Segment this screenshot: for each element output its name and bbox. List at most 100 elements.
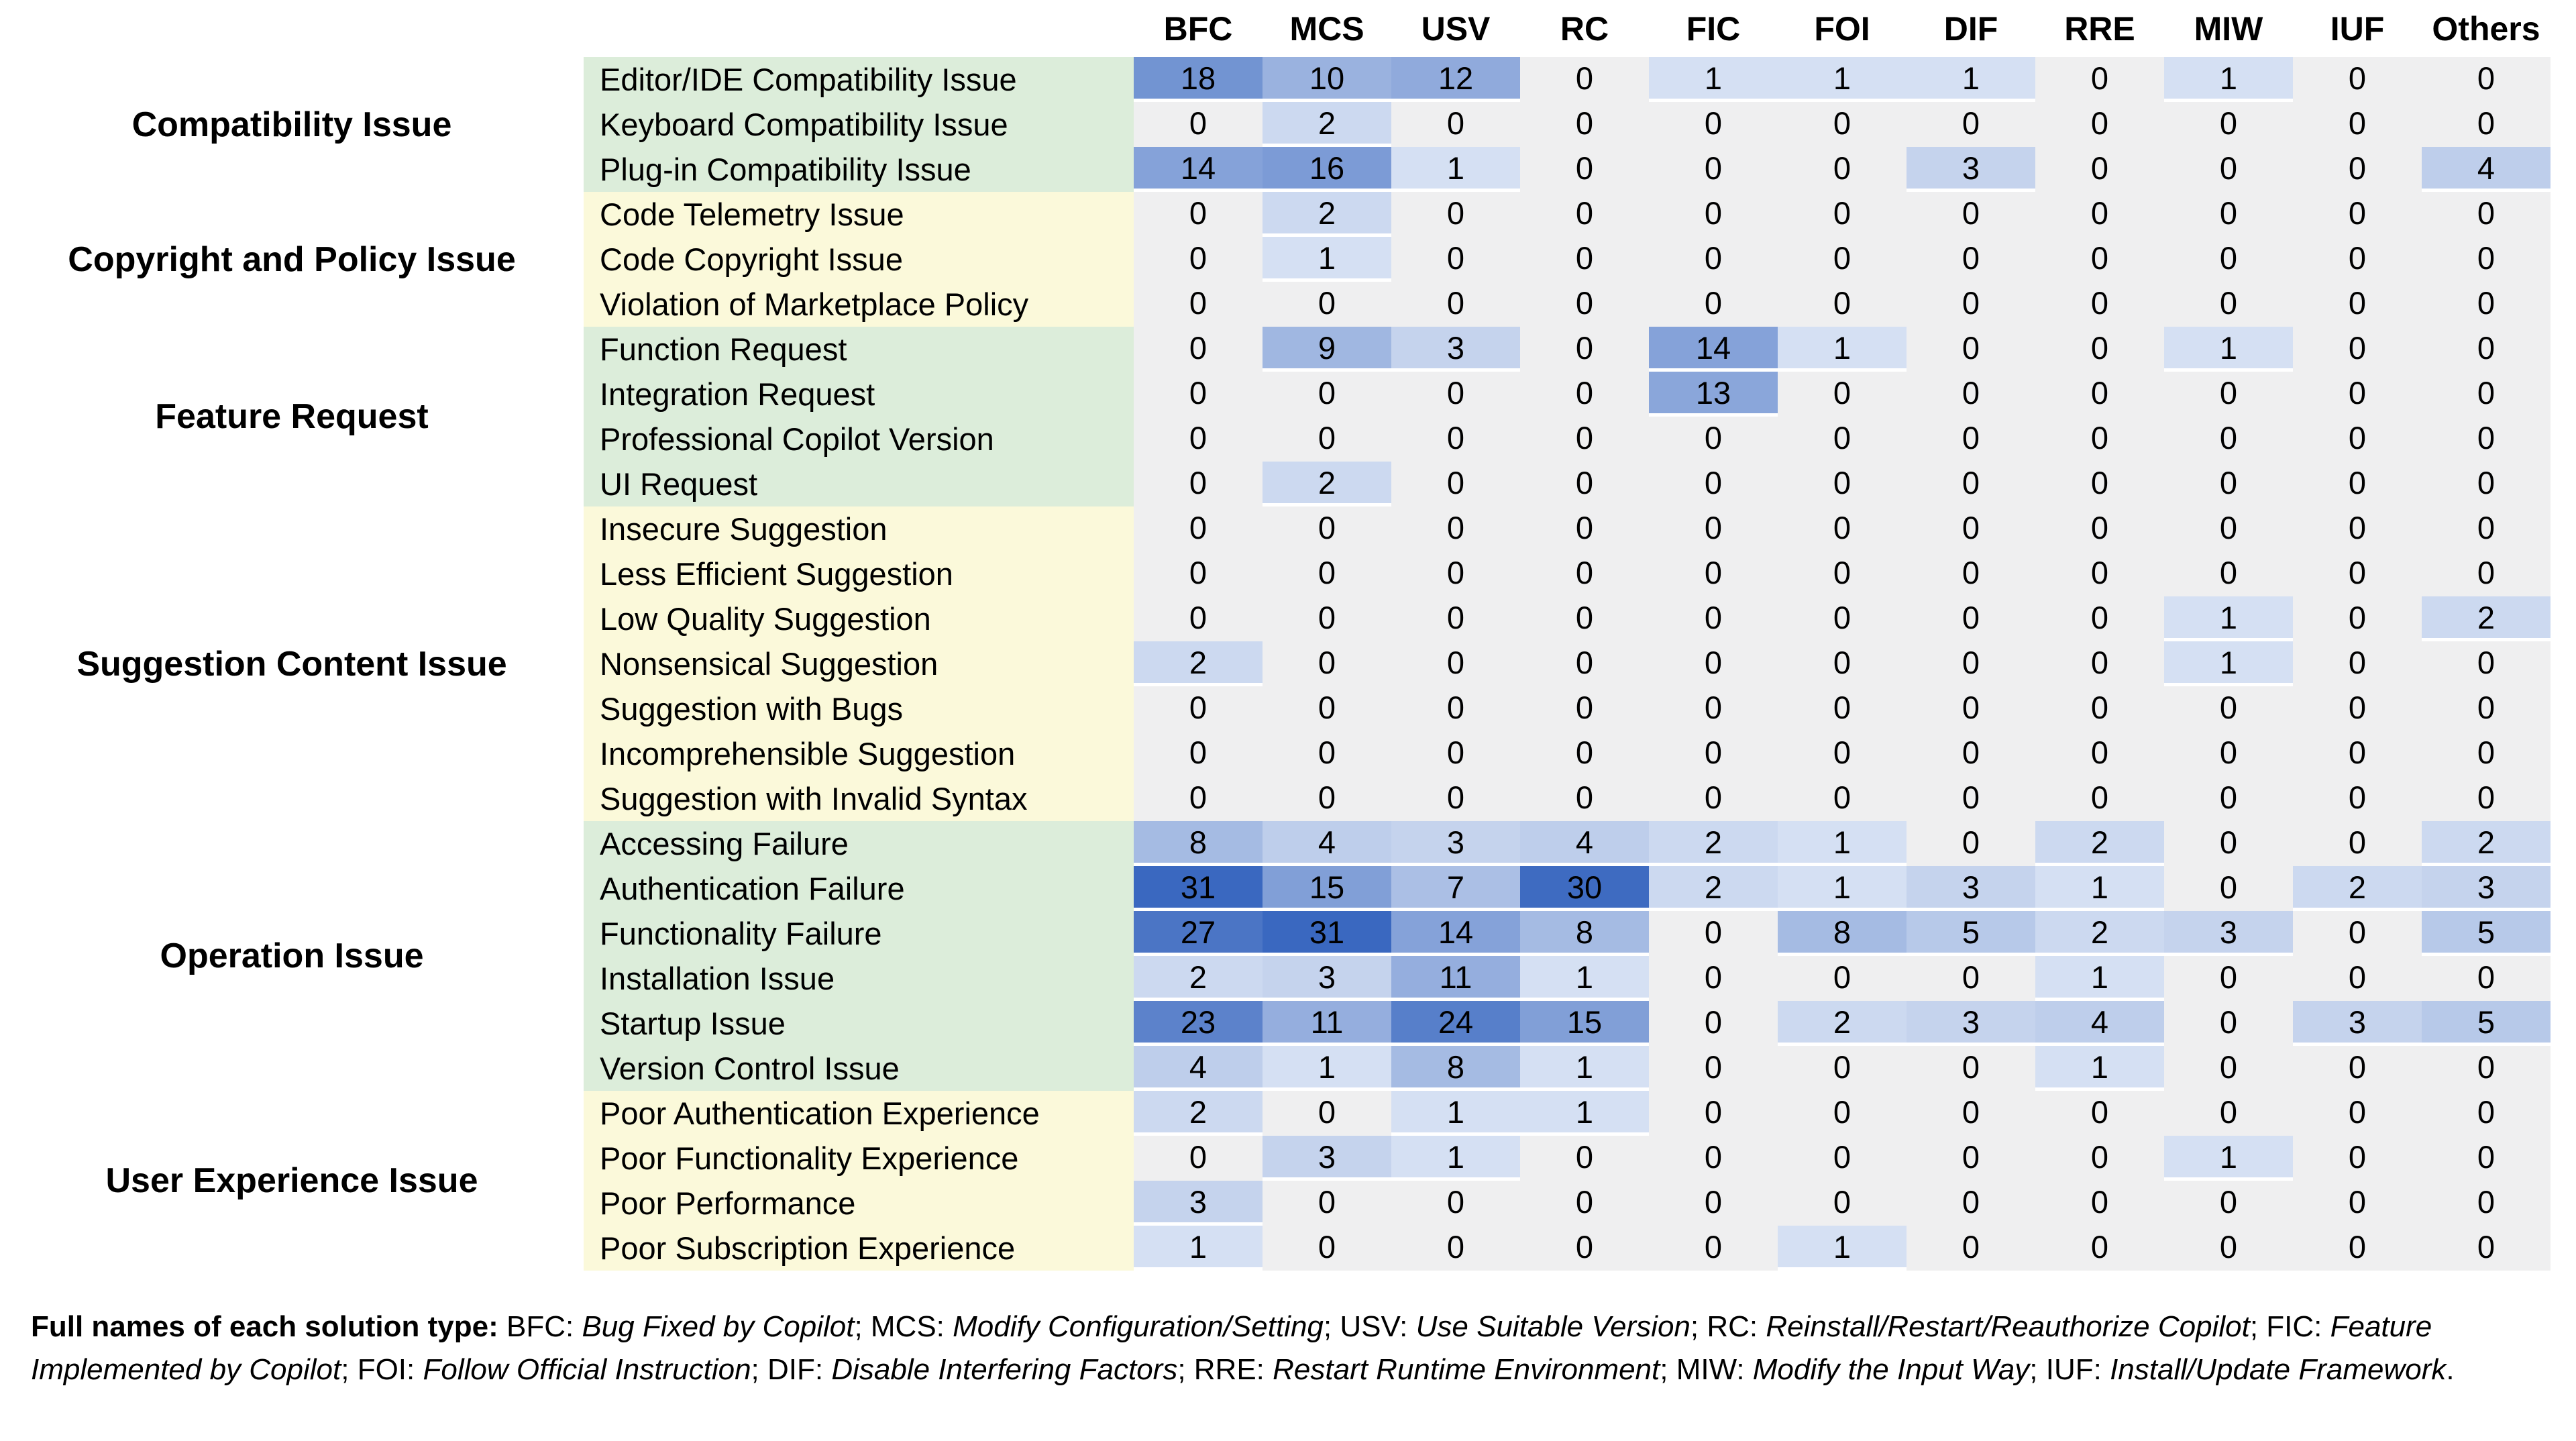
data-cell: 0 (1907, 417, 2035, 462)
row-label: Function Request (584, 327, 1134, 372)
data-cell: 2 (1134, 641, 1263, 686)
data-cell: 0 (1391, 237, 1520, 282)
data-cell: 0 (2293, 596, 2422, 641)
data-cell: 0 (1134, 506, 1263, 551)
data-cell: 0 (1520, 776, 1649, 821)
category-label: Suggestion Content Issue (0, 506, 584, 821)
data-cell: 0 (2293, 372, 2422, 417)
caption-lead: Full names of each solution type: (31, 1310, 498, 1343)
data-cell: 0 (1649, 1136, 1778, 1181)
data-cell: 0 (1520, 372, 1649, 417)
data-cell: 0 (1391, 102, 1520, 147)
data-cell: 0 (2164, 731, 2293, 776)
data-cell: 0 (2164, 1091, 2293, 1136)
caption-abbr: BFC: (506, 1310, 582, 1343)
caption-separator: ; (1177, 1353, 1194, 1387)
data-cell: 0 (1391, 372, 1520, 417)
row-label: Incomprehensible Suggestion (584, 731, 1134, 776)
data-cell: 0 (1391, 1226, 1520, 1271)
data-cell: 1 (1391, 1136, 1520, 1181)
column-header-iuf: IUF (2330, 9, 2385, 48)
data-cell: 0 (1649, 776, 1778, 821)
data-cell: 2 (2035, 821, 2164, 866)
data-cell: 0 (1263, 417, 1391, 462)
data-cell: 0 (2422, 641, 2551, 686)
data-cell: 0 (2293, 1226, 2422, 1271)
data-cell: 11 (1263, 1001, 1391, 1046)
data-cell: 0 (1778, 147, 1907, 192)
data-cell: 0 (1778, 417, 1907, 462)
data-cell: 0 (1778, 686, 1907, 731)
data-cell: 0 (1778, 596, 1907, 641)
data-cell: 0 (1907, 372, 2035, 417)
data-cell: 2 (2422, 821, 2551, 866)
data-cell: 0 (1391, 551, 1520, 596)
caption-full-name: Bug Fixed by Copilot (582, 1310, 855, 1343)
data-cell: 0 (1391, 192, 1520, 237)
data-cell: 0 (2293, 821, 2422, 866)
data-cell: 0 (2164, 462, 2293, 506)
data-cell: 3 (1263, 1136, 1391, 1181)
caption-abbr: IUF: (2045, 1353, 2110, 1387)
caption-separator: . (2446, 1353, 2455, 1387)
data-cell: 1 (2035, 866, 2164, 911)
data-cell: 1 (2164, 596, 2293, 641)
data-cell: 1 (1391, 1091, 1520, 1136)
data-cell: 0 (1907, 506, 2035, 551)
data-cell: 0 (2422, 327, 2551, 372)
data-cell: 0 (1778, 1181, 1907, 1226)
data-cell: 0 (1520, 282, 1649, 327)
caption-abbr: USV: (1340, 1310, 1416, 1343)
row-label: Code Copyright Issue (584, 237, 1134, 282)
data-cell: 8 (1134, 821, 1263, 866)
data-cell: 0 (1907, 1181, 2035, 1226)
caption-full-name: Restart Runtime Environment (1273, 1353, 1660, 1387)
data-cell: 0 (2164, 821, 2293, 866)
caption-abbr: FOI: (357, 1353, 423, 1387)
data-cell: 0 (2164, 1181, 2293, 1226)
caption-separator: ; (1660, 1353, 1676, 1387)
data-cell: 0 (1520, 686, 1649, 731)
data-cell: 1 (1778, 57, 1907, 102)
data-cell: 1 (1649, 57, 1778, 102)
column-header-rre: RRE (2064, 9, 2135, 48)
data-cell: 0 (1134, 551, 1263, 596)
data-cell: 0 (1391, 641, 1520, 686)
data-cell: 3 (1134, 1181, 1263, 1226)
data-cell: 0 (2293, 776, 2422, 821)
data-cell: 8 (1778, 911, 1907, 956)
data-cell: 0 (1649, 147, 1778, 192)
data-cell: 23 (1134, 1001, 1263, 1046)
data-cell: 3 (2422, 866, 2551, 911)
data-cell: 0 (2293, 417, 2422, 462)
caption-full-name: Use Suitable Version (1415, 1310, 1690, 1343)
data-cell: 1 (2164, 327, 2293, 372)
data-cell: 0 (1134, 417, 1263, 462)
data-cell: 31 (1263, 911, 1391, 956)
data-cell: 4 (2035, 1001, 2164, 1046)
data-cell: 1 (1778, 866, 1907, 911)
caption-full-name: Modify the Input Way (1752, 1353, 2030, 1387)
data-cell: 0 (2422, 192, 2551, 237)
data-cell: 2 (1134, 1091, 1263, 1136)
data-cell: 1 (1907, 57, 2035, 102)
data-cell: 0 (2422, 237, 2551, 282)
column-header-dif: DIF (1943, 9, 1998, 48)
data-cell: 0 (2422, 551, 2551, 596)
data-cell: 3 (1391, 821, 1520, 866)
row-label: Accessing Failure (584, 821, 1134, 866)
data-cell: 4 (1134, 1046, 1263, 1091)
data-cell: 0 (1520, 147, 1649, 192)
data-cell: 0 (1520, 462, 1649, 506)
data-cell: 0 (2422, 1181, 2551, 1226)
data-cell: 0 (1263, 372, 1391, 417)
data-cell: 0 (2035, 282, 2164, 327)
data-cell: 0 (2293, 641, 2422, 686)
data-cell: 1 (1778, 821, 1907, 866)
figure-caption: Full names of each solution type: BFC: B… (31, 1305, 2545, 1391)
data-cell: 0 (2293, 327, 2422, 372)
data-cell: 0 (2422, 282, 2551, 327)
data-cell: 0 (2164, 192, 2293, 237)
caption-separator: ; (2029, 1353, 2046, 1387)
data-cell: 0 (2164, 102, 2293, 147)
